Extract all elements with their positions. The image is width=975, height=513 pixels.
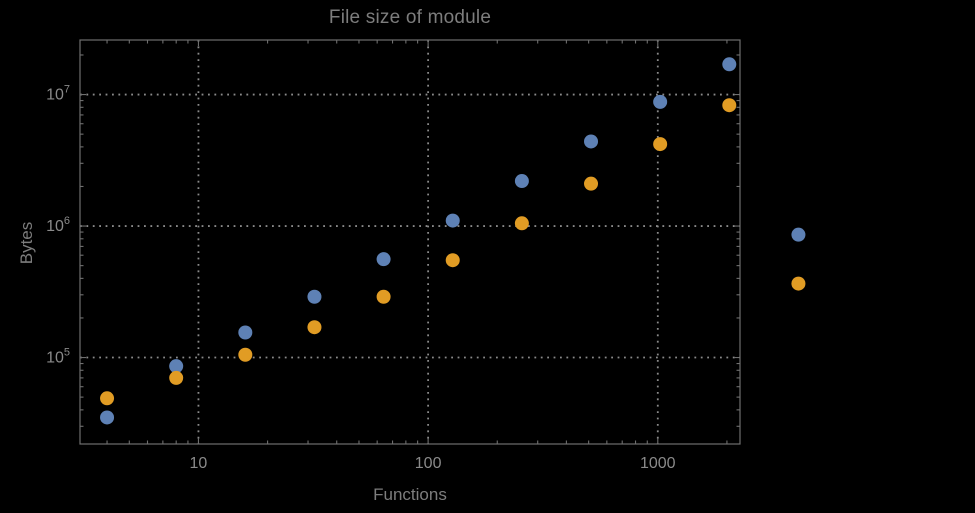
data-point-series-2-orange	[238, 347, 253, 362]
data-point-series-1-blue	[100, 410, 115, 425]
data-point-series-1-blue	[445, 213, 460, 228]
x-axis-label: Functions	[373, 485, 447, 504]
y-tick-label: 105	[46, 347, 70, 367]
data-point-series-2-orange	[791, 276, 806, 291]
data-point-series-2-orange	[307, 320, 322, 335]
x-tick-label: 1000	[640, 455, 676, 472]
data-point-series-1-blue	[791, 227, 806, 242]
data-point-series-1-blue	[653, 94, 668, 109]
data-point-series-2-orange	[722, 98, 737, 113]
x-tick-label: 10	[190, 455, 208, 472]
data-point-series-2-orange	[514, 216, 529, 231]
x-tick-label: 100	[415, 455, 442, 472]
data-point-series-2-orange	[584, 176, 599, 191]
y-tick-label: 106	[46, 215, 70, 235]
y-tick-label: 107	[46, 84, 70, 104]
data-point-series-2-orange	[169, 370, 184, 385]
data-point-series-1-blue	[376, 252, 391, 267]
data-point-series-2-orange	[653, 137, 668, 152]
data-point-series-1-blue	[238, 325, 253, 340]
data-point-series-1-blue	[584, 134, 599, 149]
data-point-series-1-blue	[722, 57, 737, 72]
data-point-series-2-orange	[445, 253, 460, 268]
plot-frame	[79, 39, 741, 445]
data-point-series-1-blue	[307, 289, 322, 304]
data-point-series-2-orange	[376, 289, 391, 304]
chart-title: File size of module	[328, 7, 492, 28]
data-point-series-2-orange	[100, 391, 115, 406]
data-point-series-1-blue	[514, 174, 529, 189]
data-point-series-1-blue	[169, 359, 184, 374]
